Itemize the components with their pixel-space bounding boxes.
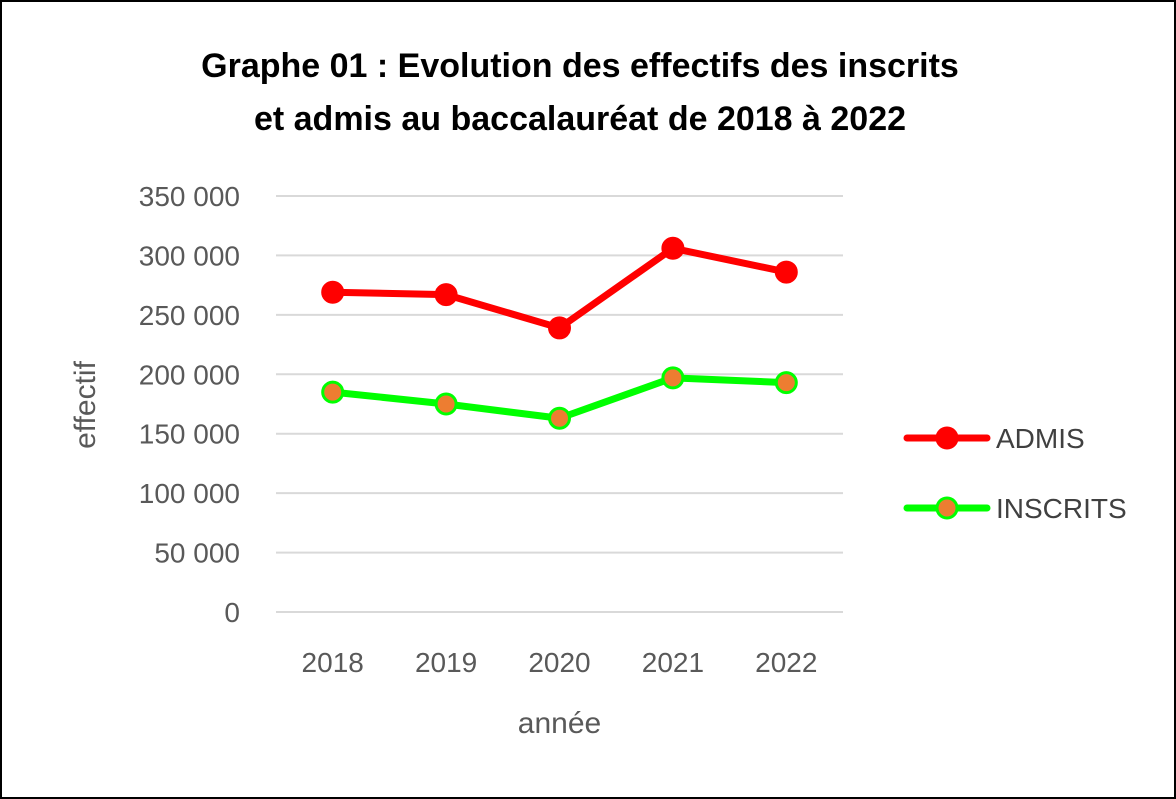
data-point	[548, 406, 571, 430]
y-tick-label: 0	[224, 597, 240, 628]
legend: ADMIS INSCRITS	[903, 423, 1127, 524]
data-point	[434, 392, 458, 416]
y-tick-label: 50 000	[154, 538, 240, 569]
legend-marker	[935, 496, 959, 520]
legend-label: ADMIS	[996, 423, 1085, 454]
data-point	[434, 283, 458, 307]
y-tick-label: 250 000	[139, 300, 240, 331]
legend-label: INSCRITS	[996, 493, 1127, 524]
y-tick-label: 350 000	[139, 181, 240, 212]
gridlines	[276, 195, 843, 613]
data-point	[774, 371, 798, 395]
x-axis-title: année	[518, 707, 601, 740]
y-tick-labels: 0 50 000 100 000 150 000 200 000 250 000 300 0…	[139, 181, 240, 628]
series-line	[329, 244, 790, 332]
data-point	[661, 366, 685, 390]
chart-title: Graphe 01 : Evolution des effectifs des …	[0, 40, 1160, 146]
x-tick-label: 2018	[302, 647, 364, 678]
series-group	[321, 236, 798, 430]
x-tick-label: 2020	[528, 647, 590, 678]
y-tick-label: 150 000	[139, 419, 240, 450]
legend-marker	[935, 426, 959, 450]
data-point	[661, 236, 685, 260]
y-tick-label: 300 000	[139, 240, 240, 271]
x-tick-labels: 2018 2019 2020 2021 2022	[302, 647, 818, 678]
x-tick-label: 2021	[642, 647, 704, 678]
data-point	[321, 380, 345, 404]
x-tick-label: 2022	[755, 647, 817, 678]
y-tick-label: 100 000	[139, 478, 240, 509]
chart-title-line2: et admis au baccalauréat de 2018 à 2022	[253, 100, 907, 138]
y-axis-title: effectif	[69, 360, 102, 448]
x-tick-label: 2019	[415, 647, 477, 678]
data-point	[548, 316, 571, 340]
data-point	[321, 280, 345, 304]
chart-title-line1: Graphe 01 : Evolution des effectifs des …	[201, 47, 959, 85]
data-point	[774, 260, 798, 284]
y-tick-label: 200 000	[139, 359, 240, 390]
